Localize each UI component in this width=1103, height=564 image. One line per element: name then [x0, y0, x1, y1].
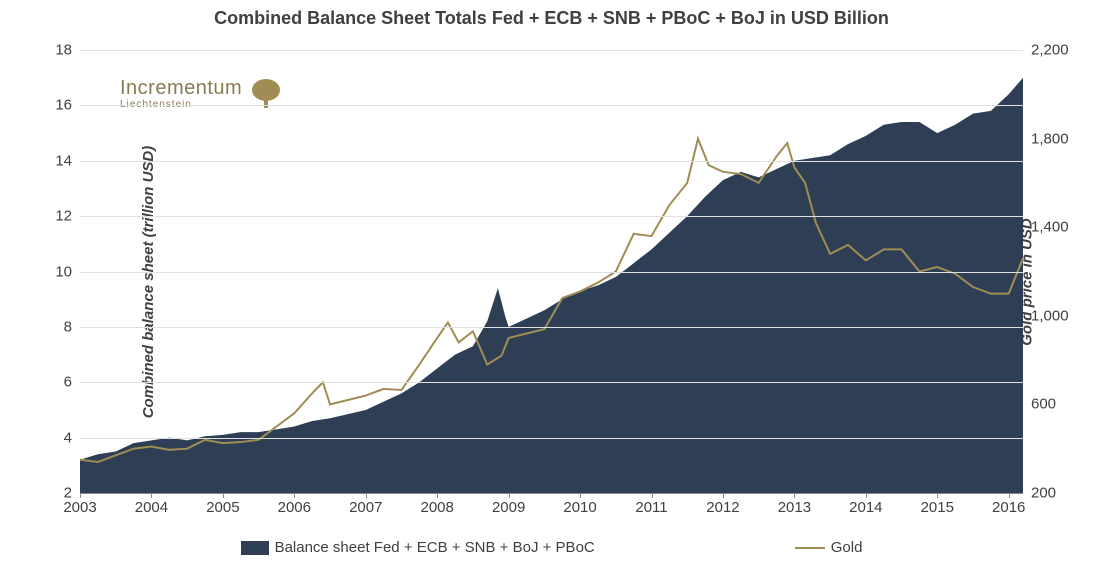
- x-tick-label: 2008: [421, 493, 454, 516]
- y-right-tick-label: 2,200: [1023, 42, 1069, 59]
- gridline: [80, 382, 1023, 383]
- x-tick-label: 2010: [563, 493, 596, 516]
- y-left-tick-label: 18: [55, 42, 80, 59]
- gridline: [80, 50, 1023, 51]
- legend-item-balance-sheet: Balance sheet Fed + ECB + SNB + BoJ + PB…: [241, 539, 595, 556]
- legend-label-gold: Gold: [831, 539, 863, 556]
- legend-swatch-line: [795, 547, 825, 549]
- x-tick-label: 2016: [992, 493, 1025, 516]
- gridline: [80, 272, 1023, 273]
- x-tick-label: 2015: [921, 493, 954, 516]
- x-tick-label: 2005: [206, 493, 239, 516]
- legend-label-balance-sheet: Balance sheet Fed + ECB + SNB + BoJ + PB…: [275, 539, 595, 556]
- x-tick-label: 2009: [492, 493, 525, 516]
- y-left-tick-label: 4: [64, 429, 80, 446]
- y-right-tick-label: 600: [1023, 396, 1056, 413]
- x-tick-label: 2004: [135, 493, 168, 516]
- balance-sheet-area: [80, 78, 1023, 493]
- chart-title: Combined Balance Sheet Totals Fed + ECB …: [0, 8, 1103, 29]
- y-left-tick-label: 6: [64, 374, 80, 391]
- x-tick-label: 2014: [849, 493, 882, 516]
- x-tick-label: 2007: [349, 493, 382, 516]
- x-tick-label: 2012: [706, 493, 739, 516]
- plot-area: Incrementum Liechtenstein 24681012141618…: [80, 50, 1023, 494]
- x-tick-label: 2011: [635, 493, 667, 516]
- y-left-tick-label: 12: [55, 208, 80, 225]
- gridline: [80, 105, 1023, 106]
- logo-main-text: Incrementum: [120, 78, 242, 98]
- gridline: [80, 327, 1023, 328]
- x-tick-label: 2013: [778, 493, 811, 516]
- tree-icon: [248, 76, 284, 112]
- y-left-tick-label: 10: [55, 263, 80, 280]
- y-right-tick-label: 1,000: [1023, 307, 1069, 324]
- y-right-tick-label: 1,400: [1023, 219, 1069, 236]
- legend: Balance sheet Fed + ECB + SNB + BoJ + PB…: [0, 539, 1103, 556]
- gridline: [80, 438, 1023, 439]
- gridline: [80, 216, 1023, 217]
- legend-item-gold: Gold: [795, 539, 863, 556]
- incrementum-logo: Incrementum Liechtenstein: [120, 76, 284, 112]
- y-right-tick-label: 200: [1023, 485, 1056, 502]
- legend-swatch-area: [241, 541, 269, 555]
- y-right-tick-label: 1,800: [1023, 130, 1069, 147]
- chart-container: Combined Balance Sheet Totals Fed + ECB …: [0, 0, 1103, 564]
- y-left-tick-label: 16: [55, 97, 80, 114]
- x-tick-label: 2006: [278, 493, 311, 516]
- y-left-tick-label: 14: [55, 152, 80, 169]
- y-left-tick-label: 8: [64, 318, 80, 335]
- gridline: [80, 161, 1023, 162]
- x-tick-label: 2003: [63, 493, 96, 516]
